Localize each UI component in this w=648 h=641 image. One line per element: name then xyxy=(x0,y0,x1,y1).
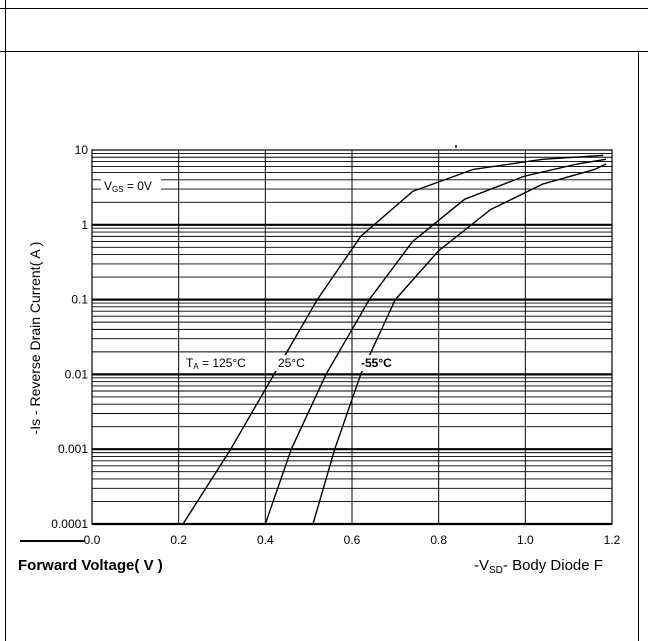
vgs-annotation-bg xyxy=(101,178,161,194)
frame-top-line xyxy=(0,8,648,9)
x-axis-label-left: Forward Voltage( V ) xyxy=(18,557,163,574)
x-tick-label: 0.6 xyxy=(344,533,361,547)
ta-annotation: TA = 125°C xyxy=(186,356,246,371)
x-tick-label: 0.2 xyxy=(170,533,187,547)
vgs-annotation: VGS = 0V xyxy=(104,179,152,194)
frame-left-edge-lower xyxy=(5,52,6,641)
x-tick-label: 1.0 xyxy=(517,533,534,547)
x-tick-label: 0.0 xyxy=(84,533,101,547)
y-tick-label: 1 xyxy=(81,218,88,232)
series-line-1 xyxy=(264,158,607,525)
series-label-25c: 25°C xyxy=(278,356,305,370)
ta-annotation-bg xyxy=(183,355,261,371)
label-25c-bg xyxy=(275,355,315,371)
x-tick-labels: 0.0 0.2 0.4 0.6 0.8 1.0 1.2 xyxy=(84,533,621,547)
series-label-55c: -55°C xyxy=(361,356,392,370)
series-line-0 xyxy=(182,154,604,525)
y-axis-label: -Is - Reverse Drain Current( A ) xyxy=(27,242,43,435)
y-tick-labels: 10 1 0.1 0.01 0.001 0.0001 xyxy=(51,143,88,531)
frame-left-edge xyxy=(5,0,6,52)
plot-border xyxy=(91,149,613,525)
x-tick-label: 0.4 xyxy=(257,533,274,547)
series-line-2 xyxy=(312,163,607,525)
y-tick-label: 0.1 xyxy=(71,293,88,307)
x-axis-label-right: -VSD- Body Diode F xyxy=(474,557,603,576)
grid xyxy=(91,150,613,526)
frame-right-edge xyxy=(638,52,639,641)
y-tick-label: 10 xyxy=(75,143,89,157)
series xyxy=(182,154,607,525)
x-tick-label: 1.2 xyxy=(604,533,621,547)
y-tick-label: 0.0001 xyxy=(51,517,88,531)
y-tick-label: 0.01 xyxy=(65,367,89,381)
frame-header-row xyxy=(0,0,648,52)
x-tick-label: 0.8 xyxy=(430,533,447,547)
label-55c-bg xyxy=(358,355,398,371)
y-tick-label: 0.001 xyxy=(58,442,88,456)
